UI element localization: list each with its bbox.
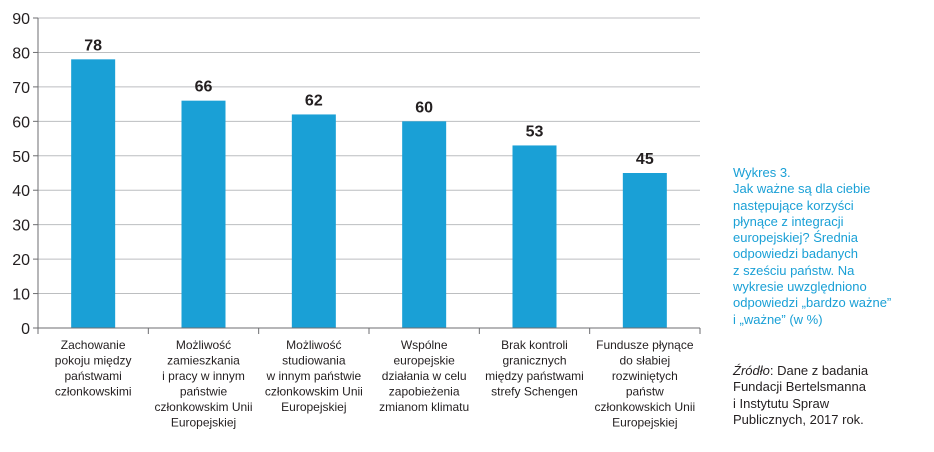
bar xyxy=(622,173,667,328)
y-tick-label: 80 xyxy=(12,45,30,62)
data-label: 60 xyxy=(415,99,433,116)
x-tick-label-line: zamieszkania xyxy=(167,354,240,368)
caption-line: z sześciu państw. Na xyxy=(733,262,855,278)
x-tick-label-line: i pracy w innym xyxy=(162,369,245,383)
x-tick-label-line: europejskie xyxy=(393,354,455,368)
x-tick-label-line: Fundusze płynące xyxy=(596,338,694,352)
chart-caption: Wykres 3. Jak ważne są dla ciebie następ… xyxy=(733,165,929,328)
y-tick-label: 70 xyxy=(12,80,30,97)
x-tick-label-line: do słabiej xyxy=(619,354,670,368)
x-tick-label: Brak kontroli granicznych między państwami… xyxy=(485,338,584,399)
x-tick-label-line: państwie xyxy=(180,385,228,399)
y-tick-label: 30 xyxy=(12,218,30,235)
x-tick-label-line: Wspólne xyxy=(401,338,448,352)
x-tick-label: Fundusze płynące do słabiej rozwiniętych pa… xyxy=(594,338,695,430)
caption-line: odpowiedzi „bardzo ważne” xyxy=(733,295,892,311)
bar-chart: 0 10 20 30 40 50 60 70 80 90 78 66 62 60 53 45 Zachowa… xyxy=(12,11,701,430)
caption-line: wykresie uwzględniono xyxy=(733,279,867,295)
x-tick-label-line: członkowskich Unii xyxy=(594,400,695,414)
y-axis: 0 10 20 30 40 50 60 70 80 90 xyxy=(12,11,39,338)
x-tick-label-line: Europejskiej xyxy=(171,416,236,430)
x-tick-label: Wspólne europejskie działania w celu zapobi… xyxy=(379,338,469,414)
source-label: Źródło xyxy=(733,363,770,378)
y-tick-label: 40 xyxy=(12,183,30,200)
x-tick-label: Zachowanie pokoju między państwami członkow… xyxy=(55,338,132,399)
y-tick-label: 0 xyxy=(21,321,30,338)
x-axis: Zachowanie pokoju między państwami członkow… xyxy=(37,327,701,430)
caption-line: i „ważne” (w %) xyxy=(733,311,823,327)
x-tick-label-line: członkowskim Unii xyxy=(154,400,252,414)
data-labels: 78 66 62 60 53 45 xyxy=(84,37,654,168)
data-label: 45 xyxy=(636,151,654,168)
caption-line: następujące korzyści xyxy=(733,197,854,213)
x-tick-label-line: państwami xyxy=(64,369,121,383)
x-tick-label-line: granicznych xyxy=(502,354,566,368)
data-label: 53 xyxy=(526,123,544,140)
x-tick-label-line: Możliwość xyxy=(286,338,341,352)
x-tick-label-line: państw xyxy=(626,385,664,399)
y-tick-label: 50 xyxy=(12,149,30,166)
source-line: Publicznych, 2017 rok. xyxy=(733,411,864,427)
caption-line: europejskiej? Średnia xyxy=(733,230,859,246)
bar xyxy=(402,121,447,328)
x-tick-label-line: zmianom klimatu xyxy=(379,400,469,414)
source-note: Źródło: Dane z badania Fundacji Bertelsm… xyxy=(733,363,929,428)
x-tick-label-line: Brak kontroli xyxy=(501,338,568,352)
source-first-line: Źródło: Dane z badania xyxy=(733,363,929,379)
x-tick-label-line: członkowskimi xyxy=(55,385,132,399)
x-tick-label-line: studiowania xyxy=(282,354,346,368)
caption-line: Jak ważne są dla ciebie xyxy=(733,181,871,197)
source-line: i Instytutu Spraw xyxy=(733,395,830,411)
caption-label: Wykres 3. xyxy=(733,165,791,180)
bar xyxy=(71,59,116,328)
x-tick-label-line: strefy Schengen xyxy=(491,385,578,399)
x-tick-label: Możliwość studiowania w innym państwie czło… xyxy=(265,338,363,414)
x-tick-label-line: Zachowanie xyxy=(61,338,126,352)
x-tick-label-line: Możliwość xyxy=(176,338,231,352)
bar xyxy=(291,114,336,328)
y-tick-label: 10 xyxy=(12,287,30,304)
gridlines xyxy=(38,17,700,295)
bar xyxy=(181,100,226,329)
y-tick-label: 60 xyxy=(12,114,30,131)
x-tick-label-line: zapobieżenia xyxy=(389,385,460,399)
x-tick-label-line: Europejskiej xyxy=(281,400,346,414)
x-tick-label: Możliwość zamieszkania i pracy w innym pańs… xyxy=(154,338,252,430)
x-tick-label-line: między państwami xyxy=(485,369,584,383)
y-tick-label: 20 xyxy=(12,252,30,269)
bar xyxy=(512,145,557,328)
x-tick-label-line: rozwiniętych xyxy=(612,369,678,383)
caption-line: odpowiedzi badanych xyxy=(733,246,859,262)
y-tick-label: 90 xyxy=(12,11,30,28)
x-tick-label-line: w innym państwie xyxy=(265,369,361,383)
data-label: 78 xyxy=(84,37,102,54)
bars xyxy=(71,59,667,329)
source-line: Fundacji Bertelsmanna xyxy=(733,379,866,395)
source-text: : Dane z badania xyxy=(769,363,869,378)
data-label: 66 xyxy=(195,79,213,96)
x-tick-label-line: Europejskiej xyxy=(612,416,677,430)
data-label: 62 xyxy=(305,92,323,109)
x-tick-label-line: członkowskim Unii xyxy=(265,385,363,399)
x-tick-label-line: działania w celu xyxy=(382,369,467,383)
x-tick-label-line: pokoju między xyxy=(55,354,132,368)
caption-line: płynące z integracji xyxy=(733,213,844,229)
